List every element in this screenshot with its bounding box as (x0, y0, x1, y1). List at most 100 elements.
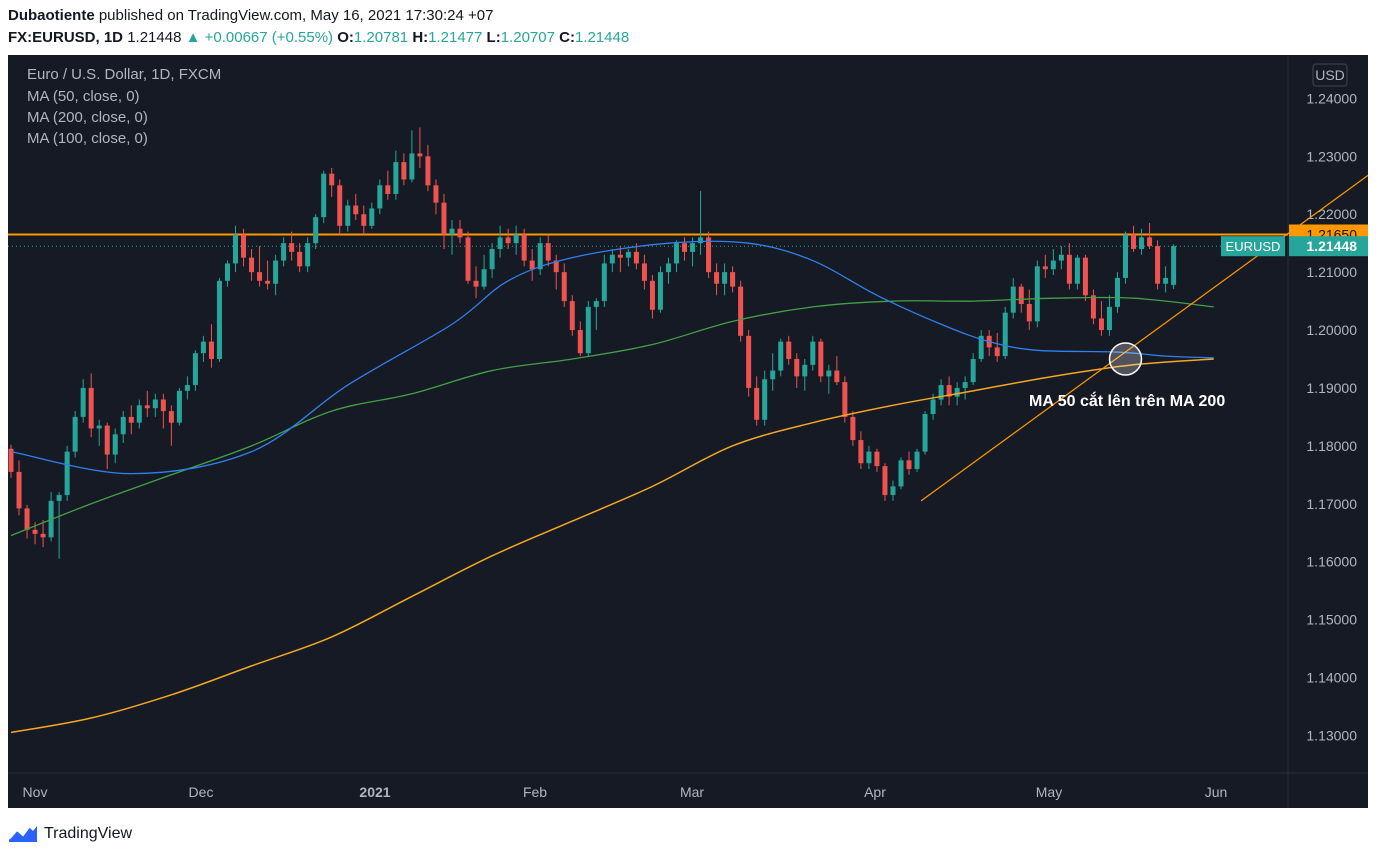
last-price-label: 1.21448 (1306, 238, 1357, 254)
crossover-marker (1108, 342, 1143, 376)
candle-down (401, 162, 407, 180)
currency-box (1312, 63, 1348, 87)
candle-up (313, 217, 319, 244)
close-value: 1.21448 (574, 29, 630, 46)
candle-up (80, 387, 86, 417)
candle-up (489, 248, 495, 270)
candle-down (1042, 266, 1048, 270)
candle-up (537, 243, 543, 270)
candle-up (321, 173, 327, 218)
candle-down (794, 358, 800, 377)
candle-up (962, 382, 968, 388)
currency-label: USD (1315, 67, 1345, 83)
tradingview-brand[interactable]: TradingView (44, 825, 133, 842)
high-value: 1.21477 (428, 29, 483, 46)
last-price-tag (1289, 236, 1368, 257)
chart-frame[interactable]: USD 1.24000 1.23000 1.22000 1.21000 1.20000 1.… (8, 55, 1368, 808)
candle-up (176, 390, 182, 423)
candle-down (882, 466, 888, 496)
symbol-label: FX:EURUSD, 1D (8, 29, 124, 46)
x-tick-label: Feb (523, 784, 547, 800)
chart-background (8, 55, 1368, 808)
candle-up (609, 254, 615, 264)
candle-down (505, 237, 511, 244)
candle-down (1147, 237, 1153, 247)
low-value: 1.20707 (500, 29, 555, 46)
candle-up (369, 208, 375, 226)
candle-down (1090, 295, 1096, 319)
symbol-tag (1221, 236, 1285, 257)
candle-up (305, 243, 311, 267)
y-tick-label: 1.14000 (1306, 669, 1357, 685)
symbol-tag-label: EURUSD (1226, 239, 1281, 254)
candle-up (449, 228, 455, 235)
candle-up (1002, 312, 1008, 357)
candle-down (24, 508, 30, 530)
candle-down (994, 347, 1000, 357)
candle-down (553, 260, 559, 273)
candle-down (160, 399, 166, 412)
candle-up (778, 341, 784, 371)
candle-up (233, 234, 239, 264)
candle-down (842, 382, 848, 417)
candle-up (698, 237, 704, 244)
candle-up (585, 306, 591, 354)
candle-up (1074, 257, 1080, 284)
legend-title: Euro / U.S. Dollar, 1D, FXCM (27, 66, 222, 83)
candle-down (441, 202, 447, 235)
candle-down (385, 185, 391, 194)
candle-up (690, 243, 696, 252)
candle-down (649, 280, 655, 310)
price-change: +0.00667 (+0.55%) (204, 29, 334, 46)
candle-down (569, 301, 575, 331)
candle-up (152, 399, 158, 409)
candle-down (1155, 246, 1161, 284)
candle-down (473, 280, 479, 287)
candle-up (216, 280, 222, 359)
annotation-text: MA 50 cắt lên trên MA 200 (1029, 391, 1225, 410)
candle-down (128, 416, 134, 423)
x-tick-label: Mar (680, 784, 704, 800)
candle-down (682, 243, 688, 252)
candle-up (72, 416, 78, 452)
candle-down (818, 341, 824, 377)
candle-up (513, 234, 519, 244)
candle-down (1066, 254, 1072, 284)
published-text: published on TradingView.com, May 16, 20… (98, 7, 494, 24)
price-chart[interactable]: USD 1.24000 1.23000 1.22000 1.21000 1.20000 1.… (8, 55, 1368, 808)
candle-down (32, 529, 38, 534)
candle-down (8, 448, 14, 472)
candle-down (858, 440, 864, 464)
candle-up (762, 379, 768, 420)
candle-down (1098, 318, 1104, 331)
candle-down (706, 237, 712, 273)
candle-down (208, 341, 214, 359)
candle-down (265, 280, 271, 284)
legend-ma200[interactable]: MA (200, close, 0) (27, 109, 148, 126)
candle-up (978, 335, 984, 359)
legend-ma50[interactable]: MA (50, close, 0) (27, 88, 140, 105)
candle-up (1123, 234, 1129, 278)
candle-up (890, 486, 896, 496)
candle-down (906, 460, 912, 470)
legend-ma100[interactable]: MA (100, close, 0) (27, 130, 148, 147)
x-tick-label: 2021 (359, 784, 390, 800)
candle-up (922, 414, 928, 452)
ma100-line (10, 296, 1214, 537)
candle-up (1114, 277, 1120, 307)
candle-down (425, 156, 431, 186)
candle-down (738, 286, 744, 336)
candle-up (1050, 260, 1056, 270)
candle-down (353, 205, 359, 215)
footer: TradingView (8, 820, 132, 848)
candle-up (56, 495, 62, 501)
y-tick-label: 1.21000 (1306, 264, 1357, 280)
up-triangle-icon: ▲ (185, 29, 201, 46)
publish-info: Dubaotiente published on TradingView.com… (8, 7, 493, 24)
candle-up (393, 162, 399, 194)
candle-up (1163, 277, 1169, 284)
support-trendline (920, 174, 1368, 502)
candle-up (665, 263, 671, 273)
x-tick-label: May (1036, 784, 1062, 800)
candle-up (1171, 246, 1177, 285)
